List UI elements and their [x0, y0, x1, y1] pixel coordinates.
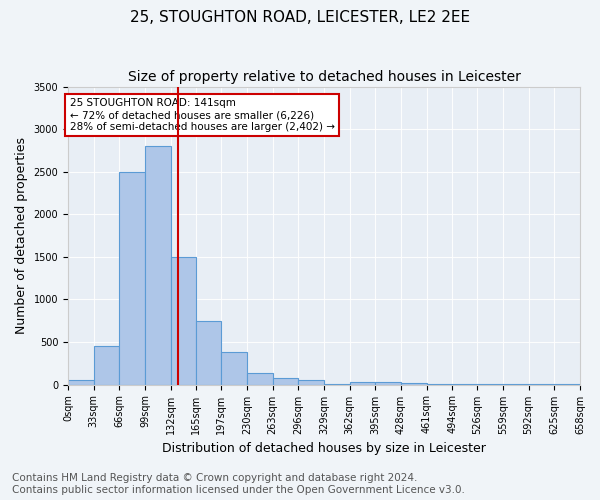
- Bar: [171, 257, 196, 384]
- Text: 25, STOUGHTON ROAD, LEICESTER, LE2 2EE: 25, STOUGHTON ROAD, LEICESTER, LE2 2EE: [130, 10, 470, 25]
- Y-axis label: Number of detached properties: Number of detached properties: [15, 137, 28, 334]
- Bar: [221, 352, 247, 384]
- Bar: [350, 382, 376, 384]
- Bar: [119, 172, 145, 384]
- Bar: [68, 380, 94, 384]
- Bar: [145, 146, 171, 384]
- Bar: [376, 382, 401, 384]
- X-axis label: Distribution of detached houses by size in Leicester: Distribution of detached houses by size …: [162, 442, 486, 455]
- Bar: [272, 378, 298, 384]
- Bar: [196, 320, 221, 384]
- Bar: [247, 372, 272, 384]
- Text: 25 STOUGHTON ROAD: 141sqm
← 72% of detached houses are smaller (6,226)
28% of se: 25 STOUGHTON ROAD: 141sqm ← 72% of detac…: [70, 98, 335, 132]
- Title: Size of property relative to detached houses in Leicester: Size of property relative to detached ho…: [128, 70, 520, 84]
- Bar: [298, 380, 324, 384]
- Text: Contains HM Land Registry data © Crown copyright and database right 2024.
Contai: Contains HM Land Registry data © Crown c…: [12, 474, 465, 495]
- Bar: [94, 346, 119, 385]
